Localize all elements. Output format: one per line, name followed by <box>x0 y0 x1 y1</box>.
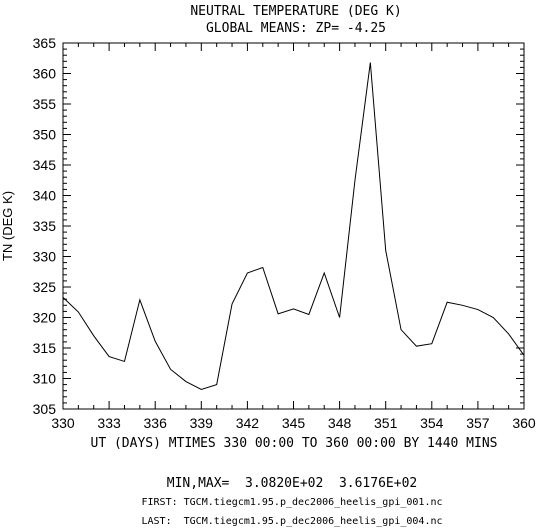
plot-frame <box>62 42 525 410</box>
y-tick-labels: 305 310 315 320 325 330 335 340 345 350 355 360 365 <box>33 35 57 417</box>
last-file-label: LAST: TGCM.tiegcm1.95.p_dec2006_heelis_g… <box>141 516 442 527</box>
first-file-label: FIRST: TGCM.tiegcm1.95.p_dec2006_heelis_… <box>141 497 442 508</box>
axis-ticks <box>62 42 525 410</box>
y-tick-label: 305 <box>33 401 57 417</box>
x-tick-label: 342 <box>236 415 260 431</box>
x-tick-label: 351 <box>374 415 398 431</box>
x-tick-label: 330 <box>51 415 75 431</box>
y-tick-label: 325 <box>33 279 57 295</box>
y-tick-label: 360 <box>33 66 57 82</box>
x-tick-label: 345 <box>282 415 306 431</box>
x-tick-label: 360 <box>512 415 536 431</box>
y-tick-label: 335 <box>33 218 57 234</box>
y-tick-label: 355 <box>33 96 57 112</box>
x-tick-label: 354 <box>420 415 444 431</box>
y-tick-label: 345 <box>33 157 57 173</box>
y-tick-label: 350 <box>33 127 57 143</box>
y-tick-label: 315 <box>33 340 57 356</box>
y-tick-label: 320 <box>33 310 57 326</box>
x-tick-label: 357 <box>466 415 490 431</box>
x-tick-label: 348 <box>328 415 352 431</box>
y-tick-label: 365 <box>33 35 57 51</box>
series-layer <box>62 62 525 391</box>
series-line <box>62 62 525 391</box>
y-tick-label: 310 <box>33 371 57 387</box>
y-axis-label: TN (DEG K) <box>0 191 15 261</box>
x-axis-label: UT (DAYS) MTIMES 330 00:00 TO 360 00:00 … <box>91 436 498 451</box>
x-tick-label: 336 <box>144 415 168 431</box>
x-tick-labels: 330 333 336 339 342 345 348 351 354 357 360 <box>51 415 536 431</box>
x-tick-label: 333 <box>97 415 121 431</box>
y-tick-label: 330 <box>33 249 57 265</box>
min-max-readout: MIN,MAX= 3.0820E+02 3.6176E+02 <box>167 476 417 491</box>
y-tick-label: 340 <box>33 188 57 204</box>
chart-title: NEUTRAL TEMPERATURE (DEG K) <box>190 4 401 19</box>
x-tick-label: 339 <box>190 415 214 431</box>
chart-subtitle: GLOBAL MEANS: ZP= -4.25 <box>206 21 386 36</box>
